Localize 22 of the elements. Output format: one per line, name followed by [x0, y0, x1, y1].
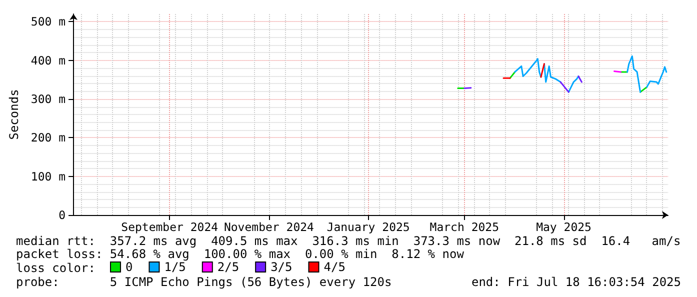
legend-label: 4/5: [324, 260, 346, 274]
x-tick-label: January 2025: [326, 220, 410, 234]
text: median rtt: 357.2 ms avg 409.5 ms max 316.3 ms min 373.3 ms now 21.8 ms sd 16.4 am/s: [16, 234, 681, 248]
y-tick-label: 400 m: [30, 53, 66, 68]
y-axis-title: Seconds: [7, 89, 21, 140]
y-tick-label: 0: [58, 208, 66, 222]
legend-label: 3/5: [270, 260, 292, 274]
x-tick-label: November 2024: [224, 220, 314, 234]
y-tick-label: 500 m: [30, 14, 66, 29]
x-tick-label: September 2024: [121, 220, 218, 234]
x-tick-label: May 2025: [536, 220, 592, 234]
y-tick-label: 100 m: [30, 169, 66, 184]
y-tick-label: 200 m: [30, 130, 66, 145]
text: end: Fri Jul 18 16:03:54 2025: [471, 275, 681, 289]
legend-label: 2/5: [217, 260, 240, 274]
x-tick-label: March 2025: [430, 220, 500, 234]
legend-title: loss color:: [16, 261, 96, 275]
text: probe: 5 ICMP Echo Pings (56 Bytes) every 120s: [16, 275, 392, 289]
text: packet loss: 54.68 % avg 100.00 % max 0.00 % min 8.12 % now: [16, 247, 465, 261]
legend-label: 0: [126, 260, 133, 274]
legend-label: 1/5: [164, 260, 186, 274]
y-tick-label: 300 m: [30, 92, 66, 106]
